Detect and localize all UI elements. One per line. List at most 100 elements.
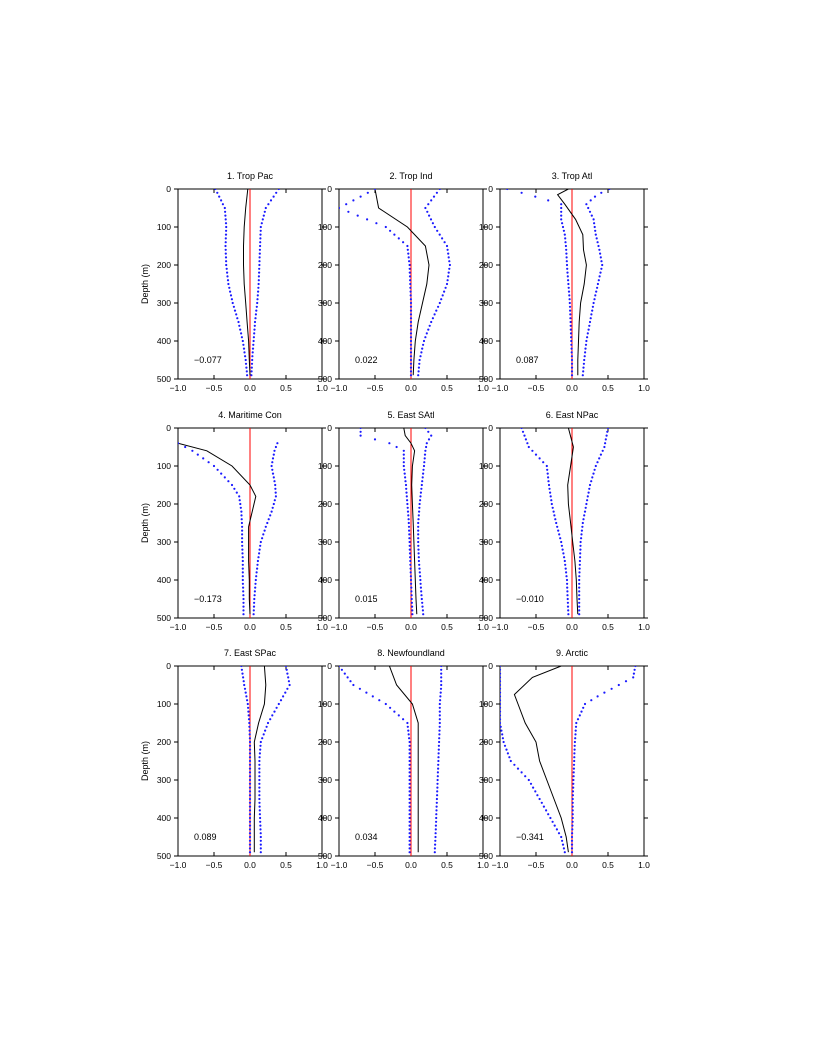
series-upper-dot	[417, 366, 420, 369]
series-upper-dot	[436, 786, 439, 789]
series-upper-dot	[582, 518, 585, 521]
series-upper-dot	[440, 676, 443, 679]
series-lower-dot	[563, 851, 566, 854]
x-tick-label: 0.0	[566, 383, 578, 393]
series-lower-dot	[565, 575, 568, 578]
series-upper-dot	[578, 714, 581, 717]
series-lower-dot	[345, 203, 348, 206]
series-lower-dot	[221, 203, 224, 206]
panel-title: 2. Trop Ind	[389, 171, 432, 181]
series-lower-dot	[240, 514, 243, 517]
series-upper-dot	[572, 771, 575, 774]
series-lower-dot	[248, 737, 251, 740]
series-upper-dot	[434, 824, 437, 827]
series-lower-dot	[567, 286, 570, 289]
series-lower-dot	[242, 343, 245, 346]
series-upper-dot	[596, 286, 599, 289]
series-lower-dot	[409, 320, 413, 324]
series-lower-dot	[248, 794, 252, 797]
series-upper-dot	[258, 778, 261, 782]
series-upper-dot	[437, 752, 440, 755]
series-upper-dot	[269, 718, 272, 721]
series-lower-dot	[549, 495, 552, 498]
series-lower-dot	[409, 374, 413, 377]
series-lower-dot	[212, 464, 216, 468]
series-upper-dot	[436, 782, 439, 785]
series-lower-dot	[404, 476, 407, 479]
series-upper-dot	[284, 666, 288, 668]
series-lower-dot	[408, 544, 411, 547]
y-tick-label: 300	[479, 775, 493, 785]
series-upper-dot	[436, 775, 439, 778]
series-lower-dot	[409, 324, 413, 327]
panel-annotation: −0.341	[516, 832, 544, 842]
series-upper-dot	[435, 816, 438, 820]
series-lower-dot	[410, 590, 413, 593]
series-lower-dot	[407, 252, 410, 255]
series-upper-dot	[421, 347, 424, 350]
series-upper-dot	[277, 702, 280, 706]
series-upper-dot	[250, 362, 254, 365]
series-upper-dot	[257, 279, 260, 282]
series-upper-dot	[570, 835, 574, 839]
series-upper-dot	[571, 801, 574, 804]
series-upper-dot	[586, 336, 589, 339]
series-lower-dot	[393, 233, 396, 236]
series-upper-dot	[584, 343, 588, 346]
series-upper-dot	[571, 797, 574, 801]
series-lower-dot	[225, 225, 228, 229]
series-upper-dot	[271, 461, 274, 464]
series-lower-dot	[352, 199, 355, 202]
series-lower-dot	[567, 609, 570, 612]
series-lower-dot	[232, 305, 235, 308]
series-upper-dot	[578, 586, 581, 589]
series-upper-dot	[256, 559, 259, 563]
series-upper-dot	[264, 729, 267, 732]
series-mean-line	[374, 189, 430, 376]
series-lower-dot	[408, 759, 411, 763]
series-lower-dot	[567, 290, 571, 293]
series-upper-dot	[600, 191, 603, 194]
series-upper-dot	[251, 355, 254, 358]
x-tick-label: 0.5	[602, 383, 614, 393]
series-lower-dot	[248, 801, 252, 804]
x-tick-label: 0.5	[602, 860, 614, 870]
panel-data	[339, 666, 443, 854]
series-upper-dot	[256, 301, 259, 305]
panel-5: 5. East SAtl −1.0 −0.5 0.0 0.5 1.0 0 100 200 300 4…	[318, 410, 489, 632]
series-upper-dot	[586, 499, 589, 502]
series-lower-dot	[523, 434, 526, 437]
series-lower-dot	[225, 267, 228, 270]
series-lower-dot	[500, 725, 502, 728]
series-upper-dot	[601, 449, 604, 452]
series-lower-dot	[560, 210, 563, 213]
series-lower-dot	[408, 267, 411, 270]
y-tick-label: 100	[157, 699, 171, 709]
y-tick-label: 400	[157, 575, 171, 585]
series-upper-dot	[417, 518, 420, 521]
series-lower-dot	[395, 445, 398, 449]
series-lower-dot	[241, 571, 244, 574]
series-lower-dot	[248, 835, 252, 839]
series-upper-dot	[573, 759, 576, 763]
series-upper-dot	[253, 594, 256, 597]
series-lower-dot	[224, 248, 227, 251]
series-lower-dot	[241, 339, 244, 343]
series-lower-dot	[531, 449, 534, 452]
series-upper-dot	[438, 718, 441, 721]
y-tick-label: 400	[479, 575, 493, 585]
series-lower-dot	[244, 362, 248, 365]
series-lower-dot	[409, 328, 413, 331]
series-lower-dot	[557, 529, 560, 532]
series-upper-dot	[258, 794, 261, 797]
series-upper-dot	[258, 252, 261, 255]
series-lower-dot	[500, 702, 502, 706]
series-lower-dot	[411, 613, 414, 616]
series-lower-dot	[501, 733, 504, 736]
series-upper-dot	[263, 529, 266, 532]
series-lower-dot	[546, 468, 549, 471]
series-lower-dot	[409, 370, 413, 373]
series-lower-dot	[239, 502, 242, 506]
series-lower-dot	[223, 476, 226, 479]
series-upper-dot	[585, 339, 588, 343]
